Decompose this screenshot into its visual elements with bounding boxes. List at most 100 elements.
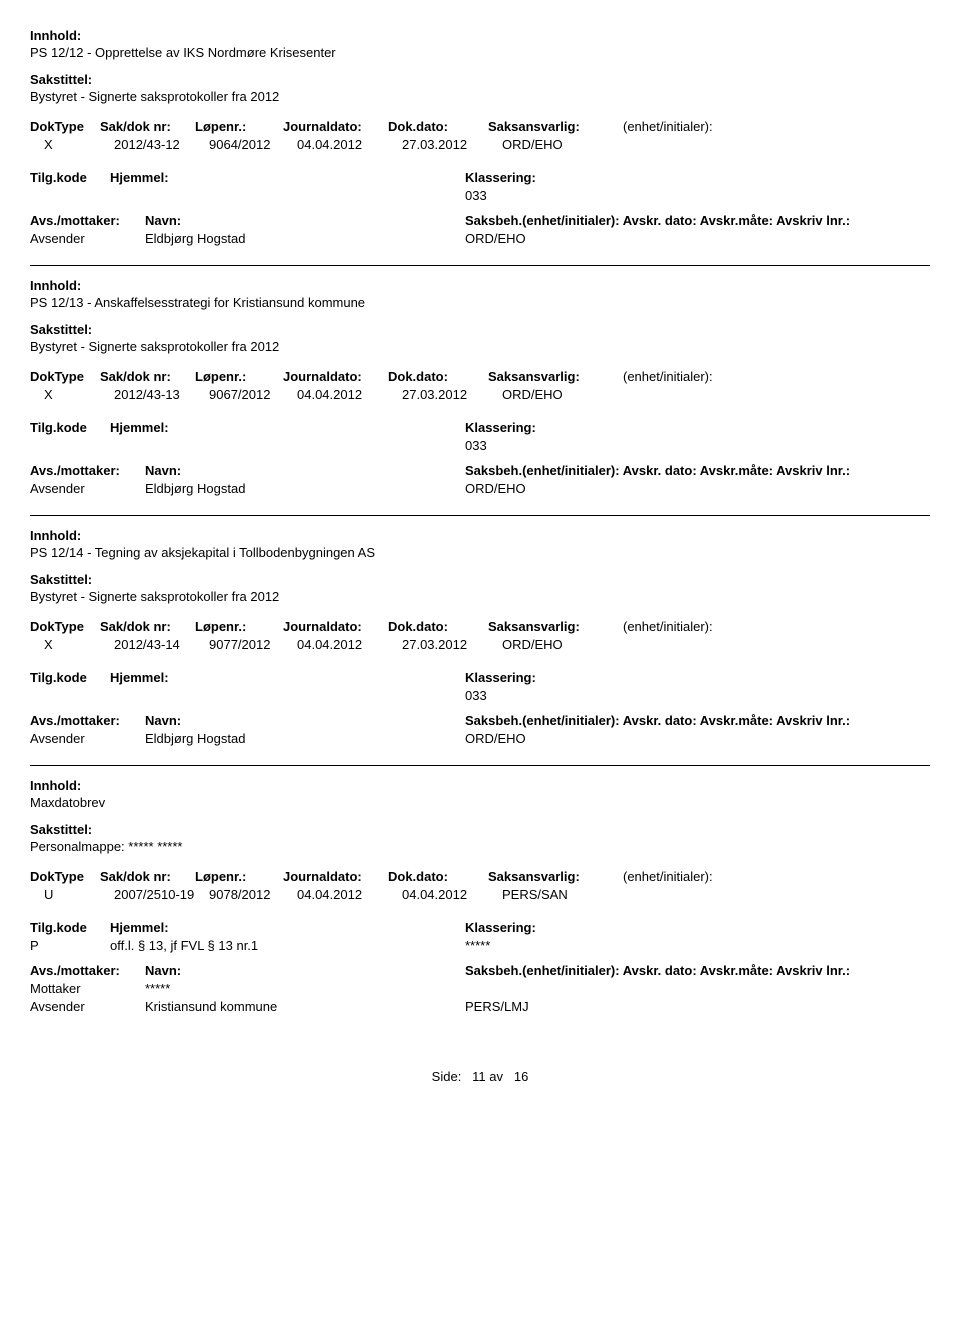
- journaldato-header: Journaldato:: [283, 119, 388, 134]
- saksansvarlig-header: Saksansvarlig:: [488, 119, 623, 134]
- party-name: Eldbjørg Hogstad: [145, 731, 465, 746]
- enhetinit-value: [637, 387, 930, 402]
- hjemmel-header: Hjemmel:: [110, 170, 465, 185]
- journaldato-header: Journaldato:: [283, 869, 388, 884]
- klassering-header: Klassering:: [465, 670, 665, 685]
- doktype-header: DokType: [30, 869, 100, 884]
- sakstittel-label: Sakstittel:: [30, 572, 930, 587]
- journaldato-header: Journaldato:: [283, 369, 388, 384]
- navn-header: Navn:: [145, 213, 465, 228]
- tilgkode-value: P: [30, 938, 110, 953]
- dokdato-value: 27.03.2012: [402, 137, 502, 152]
- record-divider: [30, 515, 930, 516]
- journal-record: Innhold: PS 12/12 - Opprettelse av IKS N…: [30, 20, 930, 261]
- hjemmel-header: Hjemmel:: [110, 670, 465, 685]
- sakstittel-value: Personalmappe: ***** *****: [30, 839, 930, 854]
- avsmottaker-header: Avs./mottaker:: [30, 463, 145, 478]
- records-container: Innhold: PS 12/12 - Opprettelse av IKS N…: [30, 20, 930, 1029]
- sakdoknr-header: Sak/dok nr:: [100, 119, 195, 134]
- lopenr-value: 9064/2012: [209, 137, 297, 152]
- avsmottaker-header: Avs./mottaker:: [30, 713, 145, 728]
- hjemmel-header: Hjemmel:: [110, 920, 465, 935]
- doktype-value: X: [30, 137, 114, 152]
- journal-record: Innhold: PS 12/13 - Anskaffelsesstrategi…: [30, 270, 930, 511]
- lopenr-value: 9067/2012: [209, 387, 297, 402]
- sakstittel-label: Sakstittel:: [30, 822, 930, 837]
- lopenr-header: Løpenr.:: [195, 869, 283, 884]
- avsmottaker-header: Avs./mottaker:: [30, 213, 145, 228]
- sakstittel-label: Sakstittel:: [30, 72, 930, 87]
- journaldato-value: 04.04.2012: [297, 137, 402, 152]
- innhold-label: Innhold:: [30, 528, 930, 543]
- innhold-value: PS 12/13 - Anskaffelsesstrategi for Kris…: [30, 295, 930, 310]
- klassering-header: Klassering:: [465, 920, 665, 935]
- party-role: Mottaker: [30, 981, 145, 996]
- party-name: Eldbjørg Hogstad: [145, 231, 465, 246]
- journal-record: Innhold: PS 12/14 - Tegning av aksjekapi…: [30, 520, 930, 761]
- dokdato-header: Dok.dato:: [388, 619, 488, 634]
- saksbeh-header: Saksbeh.(enhet/initialer): Avskr. dato: …: [465, 713, 930, 728]
- sakdoknr-header: Sak/dok nr:: [100, 869, 195, 884]
- saksbeh-header: Saksbeh.(enhet/initialer): Avskr. dato: …: [465, 463, 930, 478]
- doktype-header: DokType: [30, 619, 100, 634]
- lopenr-header: Løpenr.:: [195, 119, 283, 134]
- saksansvarlig-header: Saksansvarlig:: [488, 869, 623, 884]
- saksbeh-header: Saksbeh.(enhet/initialer): Avskr. dato: …: [465, 213, 930, 228]
- lopenr-value: 9078/2012: [209, 887, 297, 902]
- sakstittel-value: Bystyret - Signerte saksprotokoller fra …: [30, 339, 930, 354]
- page-total: 16: [514, 1069, 528, 1084]
- page-current: 11: [472, 1069, 486, 1084]
- klassering-value: *****: [465, 938, 665, 953]
- innhold-value: PS 12/14 - Tegning av aksjekapital i Tol…: [30, 545, 930, 560]
- innhold-label: Innhold:: [30, 28, 930, 43]
- sakdoknr-value: 2012/43-12: [114, 137, 209, 152]
- dokdato-header: Dok.dato:: [388, 869, 488, 884]
- doktype-value: X: [30, 387, 114, 402]
- sakstittel-value: Bystyret - Signerte saksprotokoller fra …: [30, 89, 930, 104]
- enhetinit-header: (enhet/initialer):: [623, 869, 930, 884]
- party-saksbeh: ORD/EHO: [465, 731, 930, 746]
- hjemmel-value: [110, 688, 465, 703]
- enhetinit-value: [637, 137, 930, 152]
- enhetinit-header: (enhet/initialer):: [623, 619, 930, 634]
- enhetinit-header: (enhet/initialer):: [623, 369, 930, 384]
- klassering-value: 033: [465, 438, 665, 453]
- saksbeh-header: Saksbeh.(enhet/initialer): Avskr. dato: …: [465, 963, 930, 978]
- sakdoknr-header: Sak/dok nr:: [100, 369, 195, 384]
- journaldato-header: Journaldato:: [283, 619, 388, 634]
- lopenr-header: Løpenr.:: [195, 619, 283, 634]
- sakdoknr-value: 2012/43-14: [114, 637, 209, 652]
- hjemmel-value: off.l. § 13, jf FVL § 13 nr.1: [110, 938, 465, 953]
- sakdoknr-header: Sak/dok nr:: [100, 619, 195, 634]
- lopenr-value: 9077/2012: [209, 637, 297, 652]
- dokdato-value: 04.04.2012: [402, 887, 502, 902]
- lopenr-header: Løpenr.:: [195, 369, 283, 384]
- doktype-value: U: [30, 887, 114, 902]
- party-name: Eldbjørg Hogstad: [145, 481, 465, 496]
- hjemmel-value: [110, 438, 465, 453]
- innhold-value: Maxdatobrev: [30, 795, 930, 810]
- enhetinit-value: [637, 637, 930, 652]
- party-name: Kristiansund kommune: [145, 999, 465, 1014]
- sakstittel-label: Sakstittel:: [30, 322, 930, 337]
- tilgkode-value: [30, 188, 110, 203]
- innhold-label: Innhold:: [30, 778, 930, 793]
- av-label: av: [489, 1069, 503, 1084]
- record-divider: [30, 265, 930, 266]
- page-footer: Side: 11 av 16: [30, 1069, 930, 1084]
- saksansvarlig-header: Saksansvarlig:: [488, 619, 623, 634]
- tilgkode-header: Tilg.kode: [30, 670, 110, 685]
- innhold-value: PS 12/12 - Opprettelse av IKS Nordmøre K…: [30, 45, 930, 60]
- party-saksbeh: PERS/LMJ: [465, 999, 930, 1014]
- tilgkode-value: [30, 438, 110, 453]
- journaldato-value: 04.04.2012: [297, 387, 402, 402]
- party-role: Avsender: [30, 481, 145, 496]
- saksansvarlig-value: ORD/EHO: [502, 637, 637, 652]
- tilgkode-header: Tilg.kode: [30, 170, 110, 185]
- journaldato-value: 04.04.2012: [297, 887, 402, 902]
- hjemmel-header: Hjemmel:: [110, 420, 465, 435]
- tilgkode-header: Tilg.kode: [30, 420, 110, 435]
- party-saksbeh: [465, 981, 930, 996]
- innhold-label: Innhold:: [30, 278, 930, 293]
- avsmottaker-header: Avs./mottaker:: [30, 963, 145, 978]
